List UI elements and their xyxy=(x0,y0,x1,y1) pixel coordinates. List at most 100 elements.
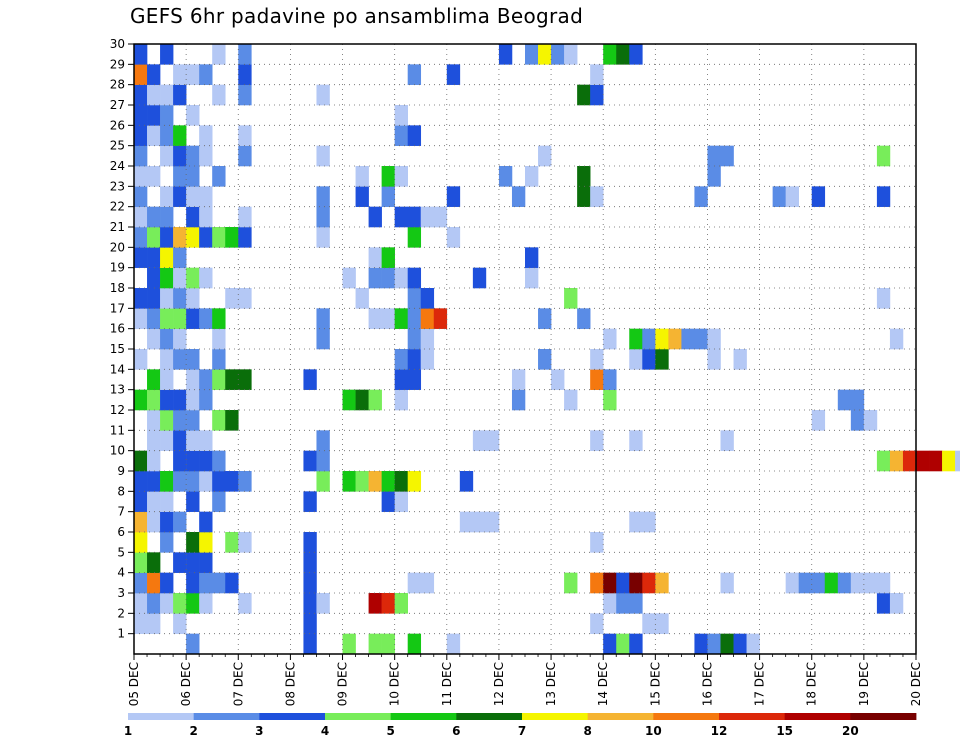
heatmap-cell xyxy=(707,633,721,655)
heatmap-cell xyxy=(694,328,708,350)
heatmap-cell xyxy=(225,572,239,594)
heatmap-cell xyxy=(538,308,552,329)
heatmap-cell xyxy=(199,511,213,533)
y-tick-label: 25 xyxy=(110,139,125,153)
heatmap-cell xyxy=(472,267,487,289)
heatmap-cell xyxy=(147,308,161,329)
heatmap-cell xyxy=(876,450,891,472)
y-tick-label: 20 xyxy=(110,240,125,254)
chart-title: GEFS 6hr padavine po ansamblima Beograd xyxy=(130,4,584,28)
heatmap-cell xyxy=(603,593,617,614)
heatmap-cell xyxy=(147,64,161,85)
heatmap-cell xyxy=(694,633,708,655)
y-tick-label: 14 xyxy=(110,362,125,376)
heatmap-cell xyxy=(955,450,960,472)
y-tick-label: 17 xyxy=(110,301,125,315)
heatmap-cell xyxy=(707,328,721,350)
y-tick-label: 6 xyxy=(117,525,125,539)
heatmap-cell xyxy=(238,532,252,553)
heatmap-cell xyxy=(134,593,148,614)
heatmap-cell xyxy=(212,410,226,431)
heatmap-cell xyxy=(160,369,174,390)
heatmap-cell xyxy=(173,84,187,106)
heatmap-cell xyxy=(186,105,200,126)
heatmap-cell xyxy=(355,389,369,411)
heatmap-cell xyxy=(186,267,200,289)
heatmap-cell xyxy=(355,166,369,187)
y-tick-label: 23 xyxy=(110,179,125,193)
heatmap-cell xyxy=(538,349,552,370)
heatmap-cell xyxy=(629,593,643,614)
heatmap-cell xyxy=(459,511,474,533)
heatmap-cell xyxy=(407,369,422,390)
heatmap-cell xyxy=(707,166,721,187)
y-tick-label: 22 xyxy=(110,200,125,214)
heatmap-cell xyxy=(642,349,656,370)
heatmap-cell xyxy=(407,633,422,655)
x-tick-label: 12 DEC xyxy=(492,662,506,706)
heatmap-cell xyxy=(863,572,878,594)
heatmap-cell xyxy=(160,105,174,126)
colorbar-label: 4 xyxy=(321,724,329,738)
heatmap-cell xyxy=(134,389,148,411)
x-tick-label: 08 DEC xyxy=(283,662,297,706)
heatmap-cell xyxy=(420,308,435,329)
heatmap-cell xyxy=(394,349,408,370)
heatmap-cell xyxy=(446,227,461,248)
colorbar-swatch xyxy=(784,713,851,720)
y-tick-label: 3 xyxy=(117,586,125,600)
heatmap-cell xyxy=(199,186,213,207)
heatmap-cell xyxy=(590,64,604,85)
heatmap-cell xyxy=(238,44,252,65)
heatmap-cell xyxy=(186,410,200,431)
heatmap-cell xyxy=(173,430,187,451)
heatmap-cell xyxy=(876,593,891,614)
heatmap-cell xyxy=(134,532,148,553)
heatmap-cell xyxy=(629,328,643,350)
heatmap-cell xyxy=(134,572,148,594)
heatmap-cell xyxy=(485,511,500,533)
heatmap-cell xyxy=(160,328,174,350)
x-tick-label: 17 DEC xyxy=(753,662,767,706)
heatmap-cell xyxy=(902,450,917,472)
heatmap-cell xyxy=(173,511,187,533)
heatmap-cell xyxy=(850,572,865,594)
heatmap-cell xyxy=(459,471,474,492)
heatmap-cell xyxy=(199,389,213,411)
heatmap-cell xyxy=(225,227,239,248)
heatmap-cell xyxy=(303,593,317,614)
heatmap-cell xyxy=(173,593,187,614)
heatmap-cell xyxy=(603,44,617,65)
heatmap-cell xyxy=(590,430,604,451)
heatmap-cell xyxy=(916,450,930,472)
heatmap-cell xyxy=(655,328,669,350)
heatmap-cell xyxy=(824,572,839,594)
heatmap-cell xyxy=(199,145,213,167)
heatmap-cell xyxy=(603,328,617,350)
heatmap-cell xyxy=(147,430,161,451)
colorbar-label: 12 xyxy=(711,724,728,738)
heatmap-cell xyxy=(173,328,187,350)
heatmap-cell xyxy=(551,44,565,65)
heatmap-cell xyxy=(160,84,174,106)
heatmap-cell xyxy=(564,572,578,594)
heatmap-cell xyxy=(238,64,252,85)
heatmap-cell xyxy=(160,186,174,207)
heatmap-cell xyxy=(212,471,226,492)
heatmap-cell xyxy=(199,450,213,472)
heatmap-cell xyxy=(811,572,826,594)
heatmap-cell xyxy=(147,450,161,472)
heatmap-cell xyxy=(929,450,943,472)
heatmap-cell xyxy=(342,471,356,492)
heatmap-cell xyxy=(876,186,891,207)
heatmap-cell xyxy=(655,613,669,634)
heatmap-cell xyxy=(147,552,161,573)
heatmap-cell xyxy=(212,308,226,329)
x-tick-label: 18 DEC xyxy=(805,662,819,706)
heatmap-cell xyxy=(186,572,200,594)
heatmap-cell xyxy=(368,206,382,228)
y-tick-label: 2 xyxy=(117,606,125,620)
x-tick-label: 11 DEC xyxy=(440,662,454,706)
heatmap-cell xyxy=(342,389,356,411)
heatmap-cell xyxy=(446,633,461,655)
